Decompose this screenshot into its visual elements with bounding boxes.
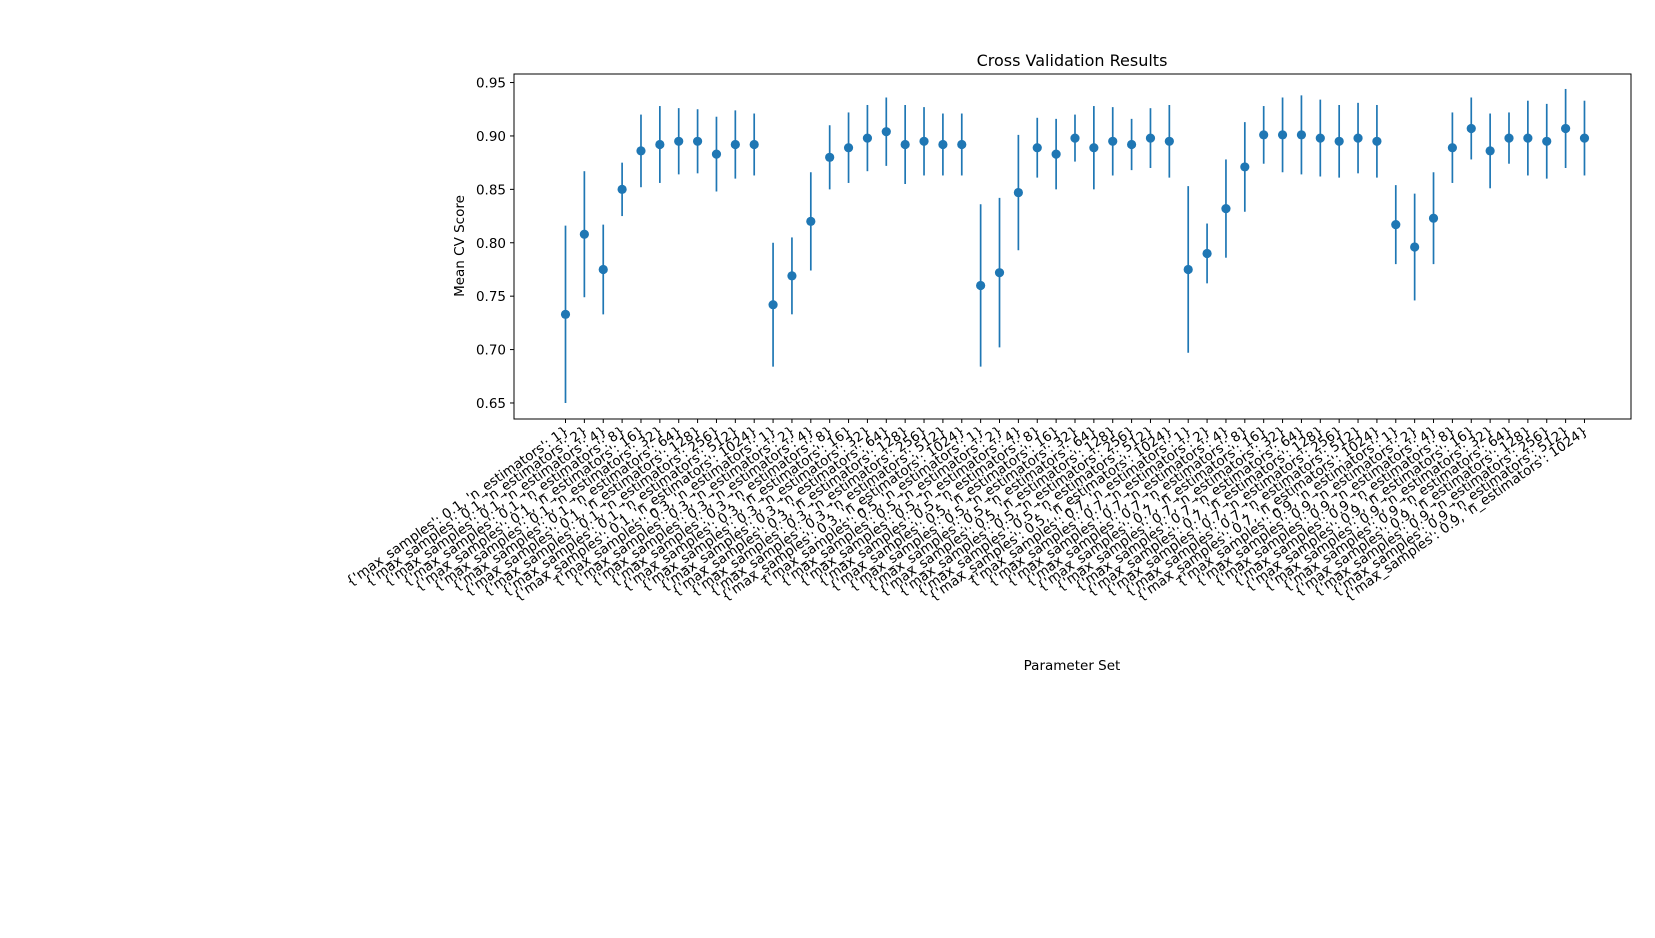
- data-point: [1070, 133, 1080, 143]
- data-point: [1542, 136, 1552, 146]
- data-point: [862, 133, 873, 143]
- data-point: [1127, 139, 1137, 150]
- axes-frame: [513, 73, 1632, 420]
- y-tick-label: 0.95: [476, 76, 506, 92]
- data-point: [1523, 133, 1533, 143]
- data-point: [957, 139, 967, 150]
- data-point: [1277, 130, 1288, 140]
- data-point: [692, 136, 703, 146]
- data-point: [1108, 136, 1118, 146]
- data-point: [1051, 149, 1061, 159]
- data-point: [825, 152, 835, 162]
- data-point: [711, 149, 722, 159]
- y-axis: 0.65 0.70 0.75 0.80 0.85 0.90 0.95: [476, 76, 514, 412]
- y-tick-label: 0.80: [476, 236, 506, 252]
- data-point: [1561, 123, 1571, 134]
- y-axis-label: Mean CV Score: [452, 195, 468, 297]
- data-point: [1145, 133, 1156, 143]
- data-point: [1164, 136, 1174, 146]
- data-point: [919, 136, 929, 146]
- data-point: [1485, 146, 1495, 156]
- data-point: [730, 139, 740, 150]
- data-point: [1296, 130, 1307, 140]
- data-point: [617, 184, 627, 194]
- data-point: [1410, 242, 1420, 252]
- data-point: [843, 143, 854, 153]
- data-point: [1372, 136, 1382, 146]
- data-point: [1334, 136, 1344, 146]
- data-point: [636, 146, 646, 156]
- y-tick-label: 0.70: [476, 343, 506, 359]
- data-point: [1032, 143, 1042, 153]
- data-point: [1013, 187, 1023, 198]
- data-point: [655, 139, 665, 150]
- data-point: [1202, 248, 1212, 259]
- data-point: [938, 139, 948, 150]
- plot-area: [560, 88, 1590, 403]
- data-point: [1391, 220, 1401, 230]
- y-tick-label: 0.90: [476, 129, 506, 145]
- y-tick-label: 0.85: [476, 182, 506, 198]
- x-axis-label: Parameter Set: [1024, 658, 1121, 674]
- data-point: [1240, 162, 1250, 172]
- x-axis: {'max_samples': 0.1, 'n_estimators': 1}{…: [343, 419, 1591, 605]
- data-point: [787, 271, 797, 281]
- data-point: [806, 216, 816, 226]
- data-point: [994, 268, 1005, 278]
- data-point: [1221, 203, 1231, 214]
- data-point: [674, 136, 684, 146]
- data-point: [1353, 133, 1363, 143]
- chart-title: Cross Validation Results: [977, 51, 1168, 70]
- data-point: [749, 139, 759, 150]
- data-point: [1428, 213, 1439, 223]
- data-point: [1466, 123, 1476, 134]
- data-point: [560, 309, 571, 319]
- data-point: [598, 264, 608, 275]
- data-point: [768, 300, 778, 310]
- data-point: [1259, 130, 1269, 140]
- data-point: [1504, 133, 1514, 143]
- data-point: [900, 139, 910, 150]
- data-point: [976, 280, 986, 291]
- data-point: [881, 127, 891, 137]
- data-point: [1089, 143, 1099, 153]
- data-point: [579, 229, 589, 239]
- data-point: [1183, 264, 1193, 275]
- data-point: [1579, 133, 1590, 143]
- y-tick-label: 0.65: [476, 396, 506, 412]
- data-point: [1315, 133, 1325, 143]
- data-point: [1447, 143, 1457, 153]
- y-tick-label: 0.75: [476, 289, 506, 305]
